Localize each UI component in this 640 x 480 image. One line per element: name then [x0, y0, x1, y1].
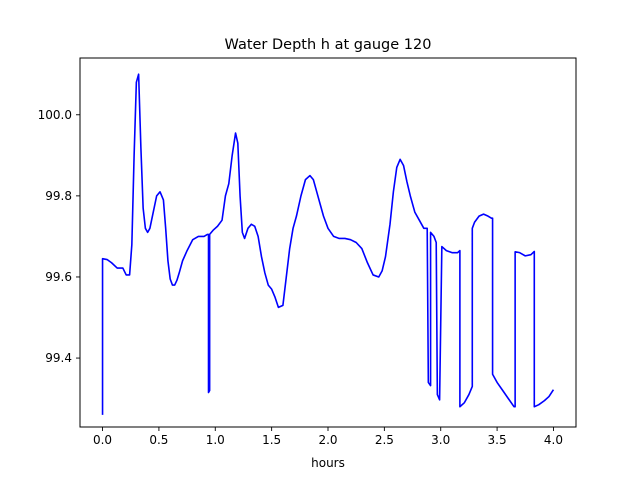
series-layer	[101, 73, 555, 415]
x-tick-label-5: 2.5	[375, 433, 394, 447]
y-tick-label-3: 100.0	[38, 108, 72, 122]
x-axis-label: hours	[311, 456, 345, 470]
chart-title: Water Depth h at gauge 120	[225, 37, 432, 53]
x-tick-label-8: 4.0	[544, 433, 563, 447]
series-line-0	[101, 73, 555, 415]
x-tick-label-6: 3.0	[431, 433, 450, 447]
y-tick-label-1: 99.6	[45, 270, 72, 284]
y-axis-ticks: 99.4 99.6 99.8 100.0	[38, 108, 80, 365]
x-tick-label-4: 2.0	[318, 433, 337, 447]
x-tick-label-2: 1.0	[206, 433, 225, 447]
plot-area-frame	[79, 57, 577, 428]
y-tick-label-2: 99.8	[45, 189, 72, 203]
x-tick-label-3: 1.5	[262, 433, 281, 447]
x-tick-label-7: 3.5	[488, 433, 507, 447]
x-tick-label-0: 0.0	[93, 433, 112, 447]
y-tick-label-0: 99.4	[45, 351, 72, 365]
x-axis-ticks: 0.0 0.5 1.0 1.5 2.0 2.5 3.0 3.5 4.0	[93, 427, 563, 447]
x-tick-label-1: 0.5	[149, 433, 168, 447]
